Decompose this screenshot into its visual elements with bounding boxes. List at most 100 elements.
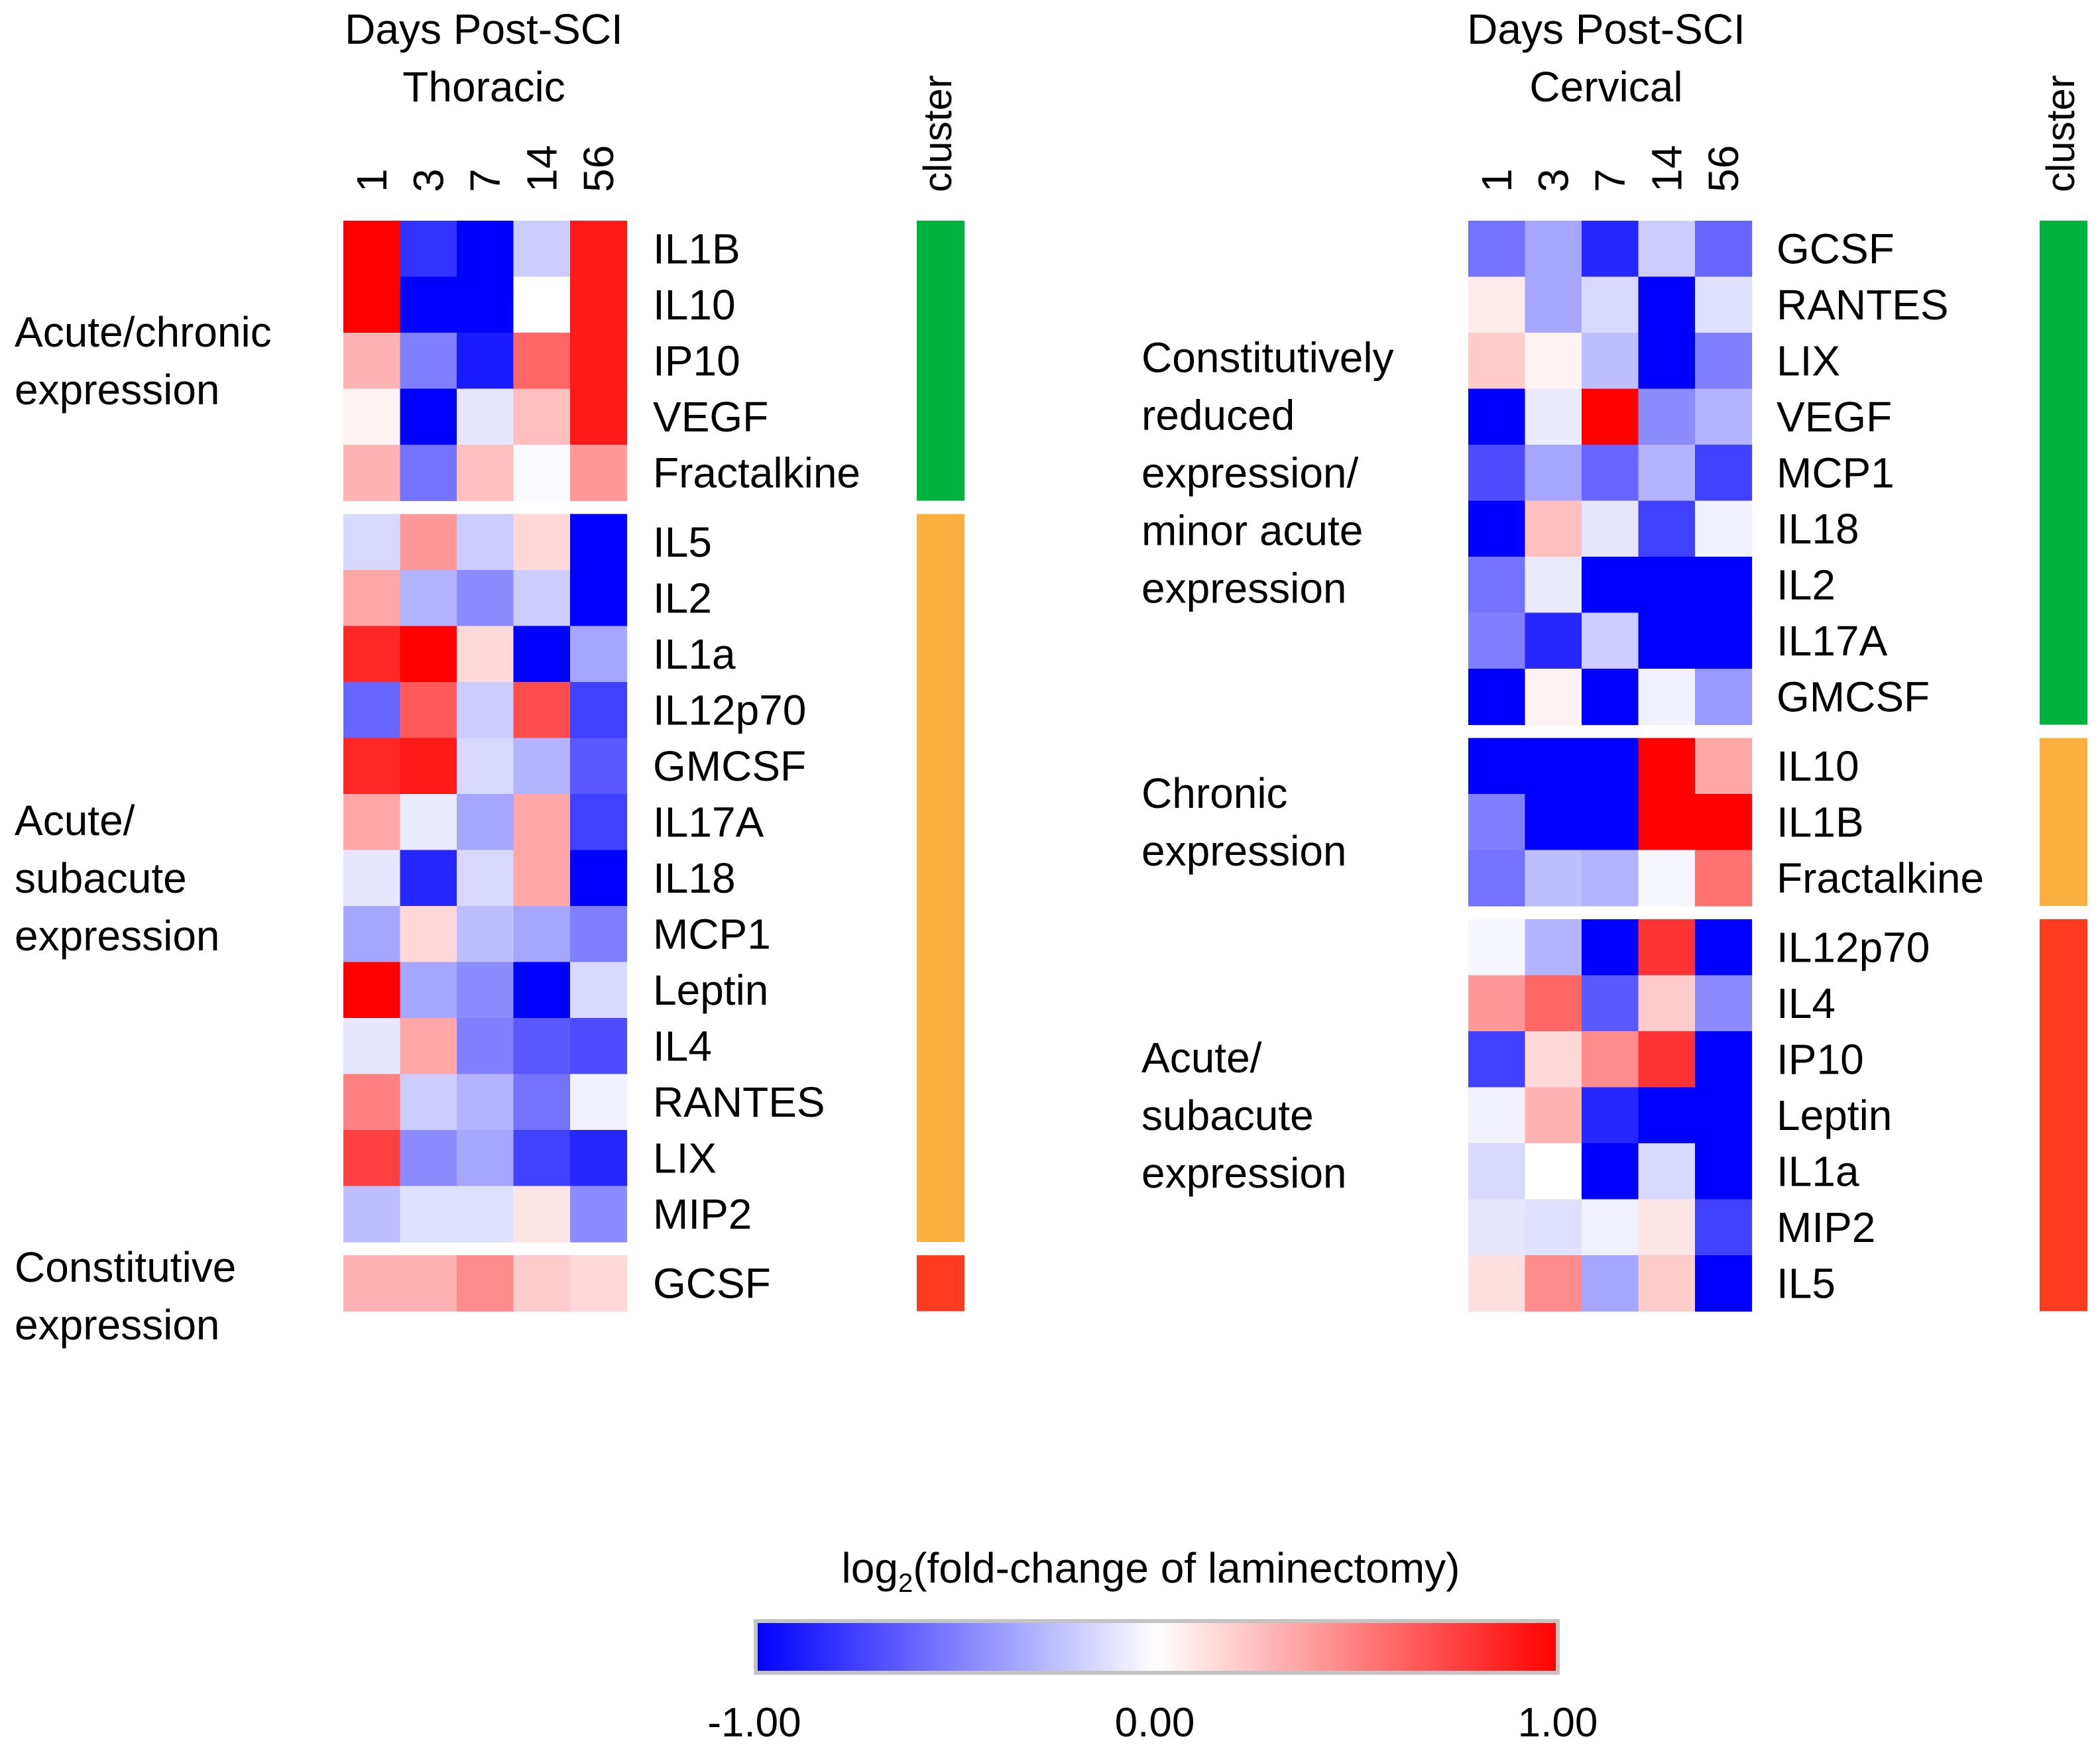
thoracic-heatmap-cell [343,1186,401,1243]
cervical-heatmap-cell [1695,975,1753,1032]
cervical-row-label: IL18 [1777,505,1859,553]
cervical-heatmap-cell [1638,500,1696,557]
thoracic-heatmap-cell [457,333,514,390]
thoracic-heatmap-cell [343,333,401,390]
thoracic-heatmap-cell [400,1018,457,1075]
thoracic-cluster-bar [917,514,964,1242]
cervical-heatmap-cell [1638,794,1696,851]
cervical-cluster-group-label: expression [1141,564,1347,612]
cervical-heatmap-cell [1638,738,1696,795]
cervical-row-label: MIP2 [1777,1204,1875,1251]
cervical-heatmap-cell [1638,333,1696,390]
cervical-heatmap-cell [1638,975,1696,1032]
cervical-row-label: IP10 [1777,1035,1864,1083]
thoracic-heatmap-cell [513,276,571,333]
cervical-heatmap-cell [1525,1143,1582,1200]
cervical-heatmap-cell [1468,794,1526,851]
cervical-heatmap-cell [1695,1087,1753,1144]
cervical-heatmap-cell [1468,612,1526,669]
cervical-row-label: IL1B [1777,798,1864,846]
cervical-row-label: IL17A [1777,617,1888,665]
cervical-heatmap-cell [1468,388,1526,445]
thoracic-row-label: Fractalkine [653,449,860,496]
thoracic-heatmap-cell [457,682,514,739]
cervical-column-label: 56 [1700,145,1747,192]
cervical-heatmap-cell [1525,276,1582,333]
thoracic-row-label: GMCSF [653,742,806,790]
thoracic-heatmap-cell [570,794,628,851]
cervical-heatmap-cell [1638,276,1696,333]
cervical-heatmap-cell [1638,445,1696,502]
cervical-heatmap-cell [1525,1031,1582,1088]
thoracic-heatmap-cell [570,514,628,571]
cervical-row-label: MCP1 [1777,449,1895,496]
cervical-heatmap-cell [1525,738,1582,795]
cervical-column-label: 1 [1473,168,1521,192]
thoracic-heatmap-cell [513,962,571,1019]
cervical-heatmap-cell [1582,850,1639,907]
cervical-row-label: IL5 [1777,1259,1836,1307]
cervical-heatmap-cell [1525,333,1582,390]
cervical-heatmap-cell [1525,919,1582,976]
cervical-heatmap-cell [1468,221,1526,278]
cervical-heatmap-cell [1695,1199,1753,1256]
cervical-heatmap-cell [1525,500,1582,557]
thoracic-heatmap-cell [343,514,401,571]
cervical-heatmap-cell [1582,1199,1639,1256]
cervical-row-label: IL2 [1777,561,1836,608]
cervical-row-label: GMCSF [1777,673,1930,720]
cervical-heatmap-cell [1582,612,1639,669]
thoracic-heatmap-cell [513,850,571,907]
thoracic-heatmap-cell [513,1018,571,1075]
thoracic-heatmap-cell [457,906,514,963]
cervical-heatmap-cell [1468,919,1526,976]
thoracic-heatmap-cell [570,388,628,445]
thoracic-heatmap-cell [400,962,457,1019]
cervical-heatmap-cell [1695,276,1753,333]
thoracic-cluster-group-label: expression [15,1301,220,1349]
cervical-heatmap-cell [1468,669,1526,726]
cervical-heatmap-cell [1525,557,1582,614]
cervical-heatmap-cell [1638,388,1696,445]
cervical-column-label: 3 [1529,168,1577,192]
thoracic-heatmap-cell [457,850,514,907]
cervical-cluster-group-label: reduced [1141,391,1295,439]
thoracic-column-label: 7 [461,168,509,192]
thoracic-heatmap-cell [570,1130,628,1187]
thoracic-heatmap-cell [570,1018,628,1075]
cervical-heatmap-cell [1468,500,1526,557]
thoracic-heatmap-cell [343,1130,401,1187]
thoracic-heatmap-cell [570,906,628,963]
thoracic-row-label: IL2 [653,574,712,622]
thoracic-row-label: IL10 [653,281,736,329]
thoracic-title-line1: Days Post-SCI [345,5,623,53]
cervical-title-line2: Cervical [1529,63,1682,111]
thoracic-heatmap-cell [400,388,457,445]
legend-tick-max: 1.00 [1518,1700,1598,1745]
cervical-heatmap-cell [1582,557,1639,614]
cervical-heatmap-cell [1582,738,1639,795]
cervical-heatmap-cell [1638,1255,1696,1312]
cervical-cluster-group-label: expression [1141,827,1347,875]
cervical-column-label: 14 [1643,145,1690,192]
cervical-heatmap-cell [1638,612,1696,669]
cervical-heatmap-cell [1638,1087,1696,1144]
thoracic-heatmap-cell [400,1255,457,1312]
thoracic-heatmap-cell [513,738,571,795]
thoracic-heatmap-cell [343,794,401,851]
cervical-heatmap-cell [1638,1199,1696,1256]
color-legend: log2(fold-change of laminectomy) -1.00 0… [707,1544,1598,1745]
thoracic-heatmap-cell [457,1018,514,1075]
thoracic-heatmap-cell [570,1255,628,1312]
thoracic-cluster-group-label: Acute/chronic [15,308,272,356]
thoracic-heatmap-cell [400,1130,457,1187]
cervical-cluster-bar [2040,221,2087,725]
thoracic-heatmap-cell [570,570,628,627]
thoracic-row-label: IL12p70 [653,686,806,734]
cervical-row-label: IL4 [1777,980,1836,1027]
thoracic-heatmap-cell [513,388,571,445]
cervical-row-label: Fractalkine [1777,854,1984,902]
cervical-heatmap-cell [1468,276,1526,333]
cervical-heatmap-cell [1525,612,1582,669]
cervical-cluster-bar [2040,738,2087,906]
